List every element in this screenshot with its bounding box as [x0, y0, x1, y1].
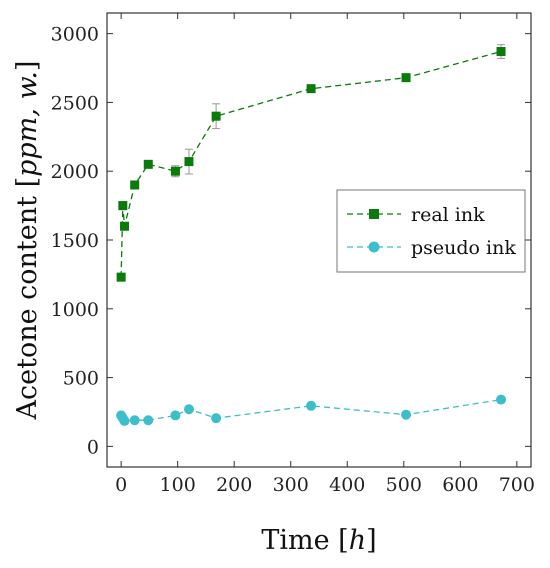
y-tick-label: 1000: [51, 299, 99, 321]
data-point-pseudo-ink: [496, 394, 507, 405]
x-tick-label: 700: [499, 474, 535, 496]
y-tick-label: 500: [63, 368, 99, 390]
x-tick-label: 0: [115, 474, 127, 496]
legend-label-real-ink: real ink: [411, 204, 485, 226]
y-tick-label: 3000: [51, 24, 99, 46]
legend: real ink pseudo ink: [336, 189, 526, 273]
data-point-real-ink: [306, 84, 316, 94]
data-point-real-ink: [496, 47, 506, 57]
y-tick-label: 2500: [51, 92, 99, 114]
y-axis-title-unit: ppm, w.: [12, 71, 43, 177]
data-point-pseudo-ink: [211, 413, 222, 424]
data-point-real-ink: [170, 166, 180, 176]
data-point-pseudo-ink: [129, 415, 140, 426]
data-point-real-ink: [401, 73, 411, 83]
data-point-pseudo-ink: [306, 400, 317, 411]
data-point-pseudo-ink: [143, 415, 154, 426]
x-axis-title: Time [h]: [261, 525, 376, 556]
data-point-real-ink: [130, 180, 140, 190]
data-point-pseudo-ink: [170, 410, 181, 421]
y-tick-label: 0: [87, 436, 99, 458]
plot-layer: [116, 44, 507, 426]
legend-marker-pseudo-ink: [368, 241, 380, 253]
data-point-real-ink: [116, 272, 126, 282]
y-axis-title-close: ]: [12, 61, 43, 72]
data-point-pseudo-ink: [401, 409, 412, 420]
ticks-layer: 0 100 200 300 400 500 600 700 0 500 1000 1500 2000 25…: [51, 13, 535, 496]
x-tick-label: 600: [442, 474, 478, 496]
data-point-pseudo-ink: [119, 415, 130, 426]
x-axis-title-main: Time [: [261, 525, 348, 556]
x-tick-label: 100: [160, 474, 196, 496]
x-axis-title-close: ]: [366, 525, 377, 556]
y-tick-label: 2000: [51, 161, 99, 183]
legend-box: [336, 189, 526, 273]
x-axis-title-unit: h: [349, 525, 366, 556]
x-tick-label: 300: [273, 474, 309, 496]
series-line-real-ink: [120, 50, 502, 278]
data-point-real-ink: [143, 159, 153, 169]
y-axis-title: Acetone content [ppm, w.]: [12, 61, 43, 421]
y-axis-title-main: Acetone content [: [12, 177, 43, 421]
data-point-pseudo-ink: [183, 404, 194, 415]
data-point-real-ink: [118, 201, 128, 211]
legend-marker-real-ink: [369, 209, 379, 219]
data-point-real-ink: [184, 157, 194, 167]
y-tick-label: 1500: [51, 230, 99, 252]
x-tick-label: 400: [329, 474, 365, 496]
x-tick-label: 200: [216, 474, 252, 496]
data-point-real-ink: [120, 221, 130, 231]
x-tick-label: 500: [386, 474, 422, 496]
data-point-real-ink: [211, 111, 221, 121]
legend-label-pseudo-ink: pseudo ink: [411, 237, 516, 259]
